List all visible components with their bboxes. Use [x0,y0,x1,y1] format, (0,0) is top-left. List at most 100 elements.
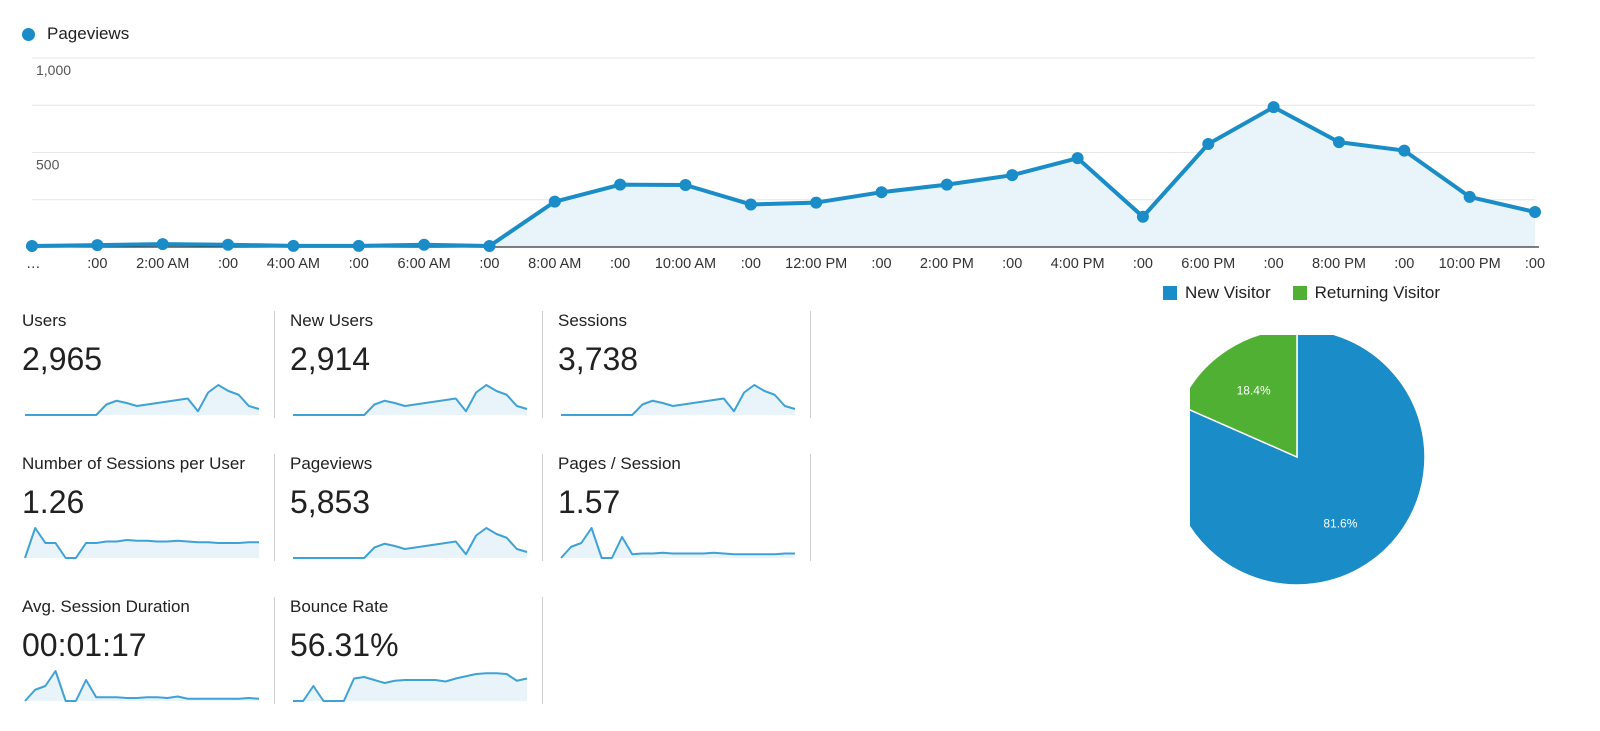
metric-pages-per-session-label: Pages / Session [558,454,681,473]
x-tick-label: :00 [1002,256,1022,272]
sparkline-area [25,385,259,415]
pageviews-point[interactable] [1529,206,1541,219]
x-tick-label: :00 [741,256,761,272]
pie-label-returning-visitor: 18.4% [1237,384,1271,398]
metric-pages-per-session-value: 1.57 [558,484,621,520]
pageviews-point[interactable] [287,239,300,252]
sparkline-line [293,672,528,702]
legend-returning-visitor[interactable]: Returning Visitor [1292,283,1441,303]
metric-divider [542,311,543,418]
pageviews-point[interactable] [352,239,365,252]
metric-sessions-per-user[interactable]: Number of Sessions per User 1.26 [22,454,276,562]
pageviews-point[interactable] [810,196,823,209]
pageviews-line [31,105,1536,249]
x-tick-label: 10:00 PM [1439,256,1501,272]
sparkline-area [561,385,795,415]
sparkline-line [293,527,528,559]
pageviews-point[interactable] [418,238,431,251]
metric-pageviews[interactable]: Pageviews 5,853 [290,454,544,562]
legend-new-visitor[interactable]: New Visitor [1163,283,1271,303]
metric-bounce-rate[interactable]: Bounce Rate 56.31% [290,597,544,705]
pageviews-point[interactable] [875,186,888,199]
x-tick-label: … [26,256,41,272]
sparkline-area [293,673,527,701]
pageviews-point[interactable] [744,198,757,211]
metric-users-label: Users [22,311,67,330]
metric-users[interactable]: Users 2,965 [22,311,276,419]
pageviews-point[interactable] [1202,137,1215,150]
metric-bounce-rate-value: 56.31% [290,627,399,663]
new-visitor-label: New Visitor [1185,283,1271,302]
pie-slice-new-visitor[interactable] [1190,335,1426,586]
metric-bounce-rate-label: Bounce Rate [290,597,389,616]
metric-sessions[interactable]: Sessions 3,738 [558,311,812,419]
metric-bounce-rate-sparkline [293,672,528,702]
pageviews-point[interactable] [1071,152,1084,165]
sparkline-line [293,384,528,416]
x-tick-label: :00 [479,256,499,272]
x-tick-label: 2:00 AM [136,256,189,272]
pageviews-legend-swatch [22,27,35,41]
sparkline-area [25,671,259,701]
pageviews-point[interactable] [679,179,692,192]
metric-divider [542,454,543,561]
pageviews-point[interactable] [548,195,561,208]
sparkline-area [293,528,527,558]
pageviews-point[interactable] [26,240,38,253]
pageviews-point[interactable] [91,239,104,252]
metric-users-sparkline [25,384,260,416]
x-tick-label: 4:00 AM [267,256,320,272]
metric-users-value: 2,965 [22,341,103,377]
pie-label-new-visitor: 81.6% [1323,516,1357,530]
metric-avg-session-duration[interactable]: Avg. Session Duration 00:01:17 [22,597,276,705]
returning-visitor-label: Returning Visitor [1314,283,1441,302]
x-tick-label: 6:00 AM [397,256,450,272]
sparkline-line [561,384,796,416]
metric-sessions-per-user-sparkline [24,527,259,559]
x-tick-label: 4:00 PM [1051,256,1105,272]
metric-divider [274,311,275,418]
x-tick-label: :00 [1525,256,1545,272]
x-tick-label: 8:00 PM [1312,256,1366,272]
pageviews-point[interactable] [1136,210,1149,223]
metric-pages-per-session-sparkline [560,527,795,559]
pie-slice-returning-visitor[interactable] [1190,335,1298,459]
y-tick-label: 1,000 [36,62,71,78]
sparkline-area [293,385,527,415]
sparkline-line [25,384,260,416]
y-tick-label: 500 [36,157,60,173]
pageviews-point[interactable] [156,238,169,251]
metric-divider [274,454,275,561]
returning-visitor-swatch [1292,286,1307,300]
x-tick-label: 6:00 PM [1181,256,1235,272]
pageviews-point[interactable] [1006,169,1019,182]
pageviews-point[interactable] [1398,144,1411,157]
x-tick-label: :00 [1394,256,1414,272]
metric-divider [542,597,543,704]
metric-pageviews-sparkline [293,527,528,559]
metric-sessions-sparkline [561,384,796,416]
x-tick-label: :00 [1133,256,1153,272]
metric-sessions-per-user-value: 1.26 [22,484,85,520]
metric-new-users-value: 2,914 [290,341,371,377]
pageviews-point[interactable] [614,178,627,191]
metric-avg-session-duration-value: 00:01:17 [22,627,147,663]
main-chart-legend: Pageviews [22,24,129,44]
visitor-pie-chart: 81.6% 18.4% [1190,335,1426,586]
pageviews-point[interactable] [1332,136,1345,149]
sparkline-area [25,528,259,558]
pageviews-point[interactable] [1267,101,1280,114]
pageviews-point[interactable] [940,178,953,191]
metric-pageviews-value: 5,853 [290,484,371,520]
pageviews-point[interactable] [222,238,235,251]
metric-avg-session-duration-label: Avg. Session Duration [22,597,190,616]
pageviews-line-chart: 1,000 500 … :00 2:00 AM :00 4:00 AM :00 6:00 AM:… [26,57,1545,272]
metric-pages-per-session[interactable]: Pages / Session 1.57 [558,454,812,562]
metric-divider [810,311,811,418]
pageviews-point[interactable] [1463,190,1476,203]
x-tick-label: :00 [610,256,630,272]
pageviews-point[interactable] [483,240,496,253]
metric-sessions-label: Sessions [558,311,627,330]
metric-new-users[interactable]: New Users 2,914 [290,311,544,419]
x-tick-label: 10:00 AM [655,256,716,272]
